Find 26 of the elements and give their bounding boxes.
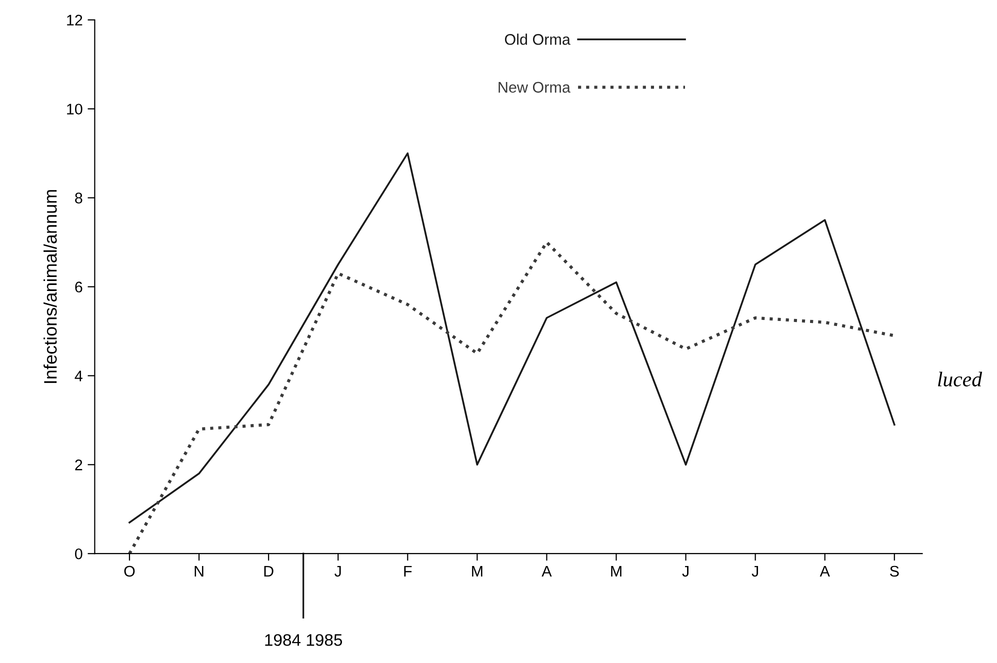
y-tick-label: 12 xyxy=(67,14,82,26)
x-tick-label: J xyxy=(752,566,758,577)
line-series xyxy=(128,240,896,554)
line-series xyxy=(128,152,896,524)
y-tick-label: 6 xyxy=(75,282,82,292)
y-axis-title: Infections/animal/annum xyxy=(44,190,57,383)
x-tick-label: D xyxy=(264,566,274,576)
x-tick-label: J xyxy=(682,566,688,577)
y-tick-label: 10 xyxy=(67,104,82,115)
y-tick-label: 0 xyxy=(75,548,82,560)
x-tick-label: A xyxy=(542,566,552,576)
text: luced xyxy=(938,372,982,386)
x-tick-label: F xyxy=(404,566,412,576)
x-tick-label: O xyxy=(124,566,135,577)
x-tick-label: M xyxy=(611,566,622,576)
x-tick-label: M xyxy=(472,566,482,576)
x-tick-label: A xyxy=(820,566,830,576)
text: 1984 1985 xyxy=(265,634,342,646)
x-tick-label: J xyxy=(334,566,341,577)
x-tick-label: S xyxy=(890,566,899,577)
y-tick-label: 2 xyxy=(75,460,82,470)
y-tick-label: 4 xyxy=(74,370,82,382)
text: Old Orma xyxy=(504,34,570,45)
y-tick-label: 8 xyxy=(75,192,82,204)
text: New Orma xyxy=(498,82,570,93)
x-tick-label: N xyxy=(194,566,204,576)
